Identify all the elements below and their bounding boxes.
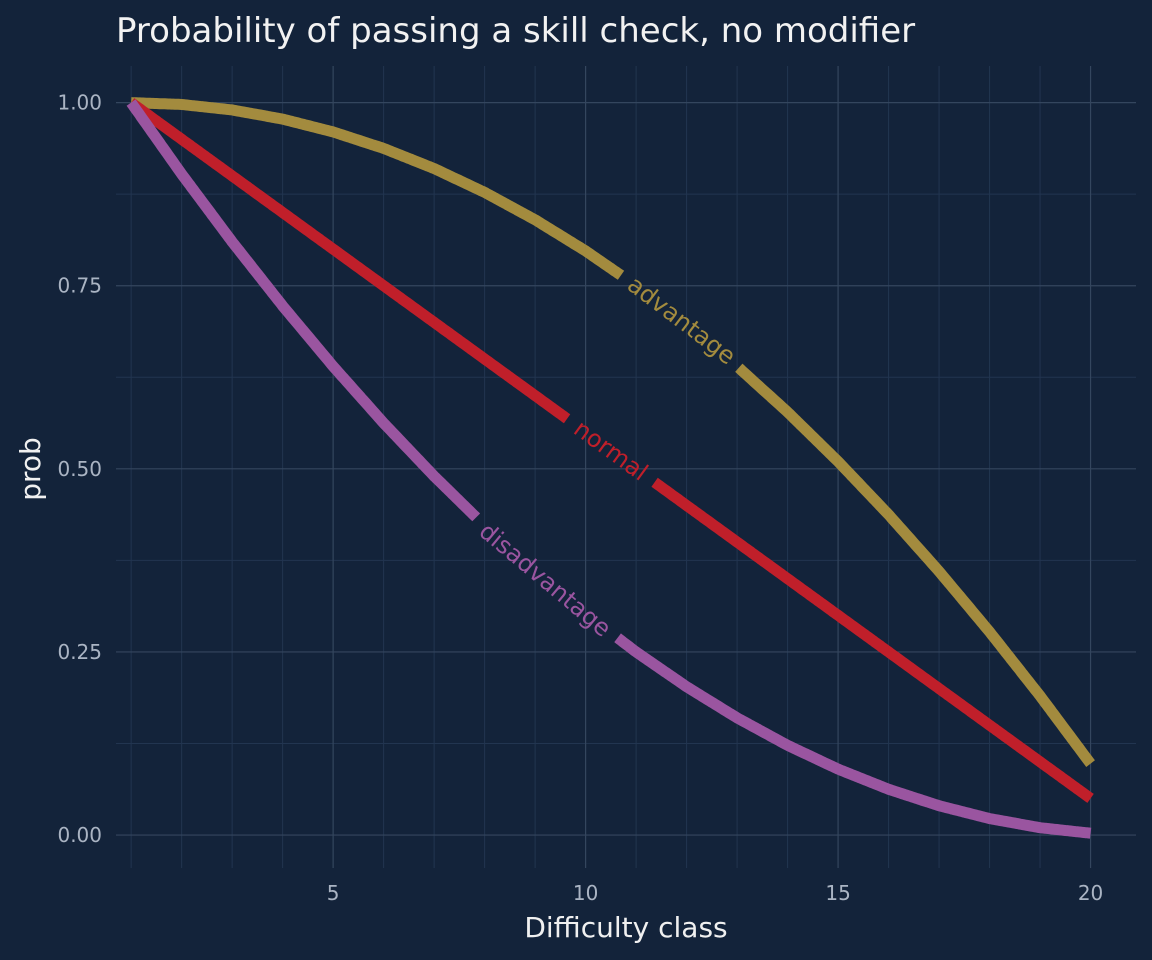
series-line-advantage — [735, 363, 1095, 767]
x-axis-title: Difficulty class — [524, 911, 727, 944]
series-lines — [126, 97, 1095, 839]
tick-labels: 5 10 15 20 0.00 0.25 0.50 0.75 1.00 — [57, 91, 1103, 905]
chart-title: Probability of passing a skill check, no… — [116, 11, 915, 51]
series-line-normal — [127, 98, 571, 424]
x-tick-label: 20 — [1078, 881, 1103, 905]
x-tick-label: 10 — [573, 881, 598, 905]
y-tick-label: 0.50 — [57, 457, 102, 481]
y-tick-label: 1.00 — [57, 91, 102, 115]
x-tick-label: 5 — [327, 881, 340, 905]
series-line-advantage — [127, 97, 625, 280]
y-tick-label: 0.00 — [57, 823, 102, 847]
x-tick-label: 15 — [825, 881, 850, 905]
series-line-disadvantage — [126, 99, 481, 522]
y-axis-title: prob — [14, 437, 47, 501]
y-tick-label: 0.75 — [57, 274, 102, 298]
grid — [116, 66, 1136, 868]
series-line-disadvantage — [613, 633, 1095, 839]
y-tick-label: 0.25 — [57, 640, 102, 664]
series-line-normal — [650, 477, 1095, 803]
